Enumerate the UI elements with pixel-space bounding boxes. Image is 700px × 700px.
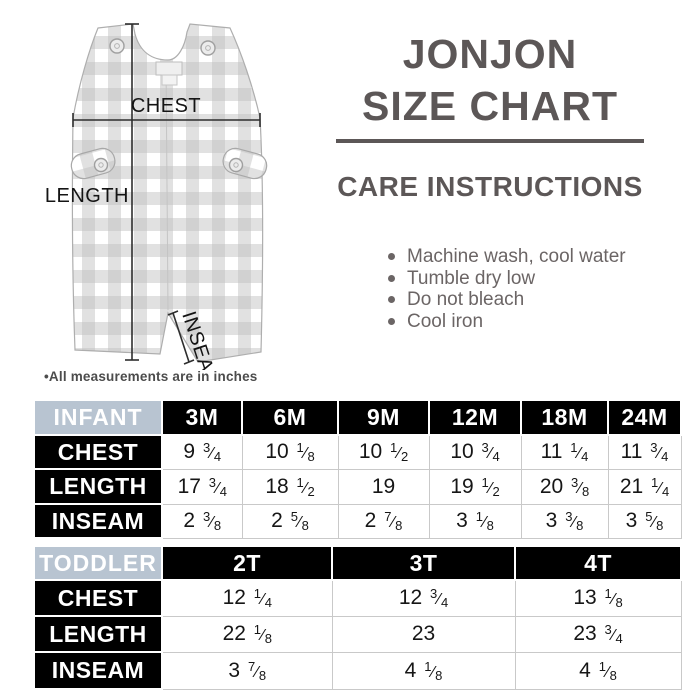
size-value-cell: 18 1⁄2 <box>241 468 339 505</box>
bullet-icon <box>388 296 395 304</box>
table-row: CHEST 12 1⁄4 12 3⁄4 13 1⁄8 <box>33 579 682 617</box>
size-value-cell: 11 3⁄4 <box>607 434 682 470</box>
size-value-cell: 4 1⁄8 <box>514 651 682 690</box>
care-instructions-heading: CARE INSTRUCTIONS <box>337 171 643 202</box>
header-column: JONJON SIZE CHART CARE INSTRUCTIONS Mach… <box>322 28 658 332</box>
size-column-header: 2T <box>161 545 333 581</box>
button-icon <box>93 157 109 173</box>
measurements-note: •All measurements are in inches <box>44 369 258 384</box>
table-row: INFANT 3M 6M 9M 12M 18M 24M <box>33 399 682 436</box>
size-value-cell: 22 1⁄8 <box>161 615 333 653</box>
length-label: LENGTH <box>45 185 129 207</box>
size-value-cell: 4 1⁄8 <box>331 651 516 690</box>
size-value-cell: 23 3⁄4 <box>514 615 682 653</box>
button-icon <box>109 38 125 54</box>
bullet-icon <box>388 274 395 282</box>
size-column-header: 18M <box>520 399 609 436</box>
size-value-cell: 21 1⁄4 <box>607 468 682 505</box>
jonjon-measurement-diagram: CHEST LENGTH INSEAM <box>45 23 268 370</box>
size-value-cell: 2 3⁄8 <box>161 503 243 539</box>
bullet-icon <box>388 317 395 325</box>
size-column-header: 12M <box>428 399 522 436</box>
page-title-line1: JONJON <box>402 31 578 77</box>
toddler-group-header: TODDLER <box>33 545 163 581</box>
inseam-measure-line <box>172 312 190 363</box>
care-list-item: Cool iron <box>388 311 658 333</box>
size-value-cell: 12 3⁄4 <box>331 579 516 617</box>
size-value-cell: 23 <box>331 615 516 653</box>
size-column-header: 3T <box>331 545 516 581</box>
size-column-header: 6M <box>241 399 339 436</box>
measure-row-header: CHEST <box>33 434 163 470</box>
care-list-item-label: Tumble dry low <box>407 267 536 289</box>
measure-row-header: CHEST <box>33 579 163 617</box>
table-row: INSEAM 2 3⁄8 2 5⁄8 2 7⁄8 3 1⁄8 3 3⁄8 3 5⁄8 <box>33 503 682 539</box>
size-value-cell: 20 3⁄8 <box>520 468 609 505</box>
size-value-cell: 2 7⁄8 <box>337 503 430 539</box>
measure-row-header: LENGTH <box>33 468 163 505</box>
size-value-cell: 9 3⁄4 <box>161 434 243 470</box>
infant-group-header: INFANT <box>33 399 163 436</box>
size-value-cell: 3 7⁄8 <box>161 651 333 690</box>
size-value-cell: 11 1⁄4 <box>520 434 609 470</box>
care-list-item: Tumble dry low <box>388 268 658 290</box>
size-value-cell: 19 1⁄2 <box>428 468 522 505</box>
title-divider <box>336 139 644 143</box>
infant-size-table: INFANT 3M 6M 9M 12M 18M 24M CHEST 9 3⁄4 10 1⁄8 10 … <box>33 399 682 539</box>
size-value-cell: 19 <box>337 468 430 505</box>
size-value-cell: 13 1⁄8 <box>514 579 682 617</box>
size-value-cell: 2 5⁄8 <box>241 503 339 539</box>
care-list-item: Machine wash, cool water <box>388 246 658 268</box>
size-value-cell: 3 1⁄8 <box>428 503 522 539</box>
measure-row-header: INSEAM <box>33 503 163 539</box>
care-list-item-label: Do not bleach <box>407 289 525 310</box>
care-list-item-label: Cool iron <box>407 310 484 332</box>
center-seam <box>165 61 169 311</box>
table-row: INSEAM 3 7⁄8 4 1⁄8 4 1⁄8 <box>33 651 682 690</box>
measure-row-header: LENGTH <box>33 615 163 653</box>
button-icon <box>200 40 216 56</box>
table-row: TODDLER 2T 3T 4T <box>33 545 682 581</box>
size-value-cell: 3 5⁄8 <box>607 503 682 539</box>
size-column-header: 3M <box>161 399 243 436</box>
care-list-item: Do not bleach <box>388 289 658 311</box>
size-column-header: 4T <box>514 545 682 581</box>
table-row: CHEST 9 3⁄4 10 1⁄8 10 1⁄2 10 3⁄4 11 1⁄4 11 3⁄4 <box>33 434 682 470</box>
button-icon <box>228 157 244 173</box>
page-title-line2: SIZE CHART <box>362 83 618 129</box>
table-row: LENGTH 22 1⁄8 23 23 3⁄4 <box>33 615 682 653</box>
size-value-cell: 17 3⁄4 <box>161 468 243 505</box>
size-value-cell: 10 1⁄2 <box>337 434 430 470</box>
size-value-cell: 3 3⁄8 <box>520 503 609 539</box>
measure-row-header: INSEAM <box>33 651 163 690</box>
bullet-icon <box>388 253 395 261</box>
size-column-header: 24M <box>607 399 682 436</box>
size-value-cell: 10 3⁄4 <box>428 434 522 470</box>
neck-tag <box>155 61 183 86</box>
size-column-header: 9M <box>337 399 430 436</box>
garment-outline <box>71 23 264 363</box>
care-instructions-list: Machine wash, cool water Tumble dry low Do… <box>322 246 658 332</box>
size-value-cell: 12 1⁄4 <box>161 579 333 617</box>
care-list-item-label: Machine wash, cool water <box>407 246 626 267</box>
table-row: LENGTH 17 3⁄4 18 1⁄2 19 19 1⁄2 20 3⁄8 21 1⁄4 <box>33 468 682 505</box>
jonjon-garment-illustration <box>70 23 268 363</box>
size-value-cell: 10 1⁄8 <box>241 434 339 470</box>
chest-label: CHEST <box>131 95 201 117</box>
toddler-size-table: TODDLER 2T 3T 4T CHEST 12 1⁄4 12 3⁄4 13 1⁄8 LENG… <box>33 545 682 690</box>
measurement-annotations <box>72 23 261 365</box>
